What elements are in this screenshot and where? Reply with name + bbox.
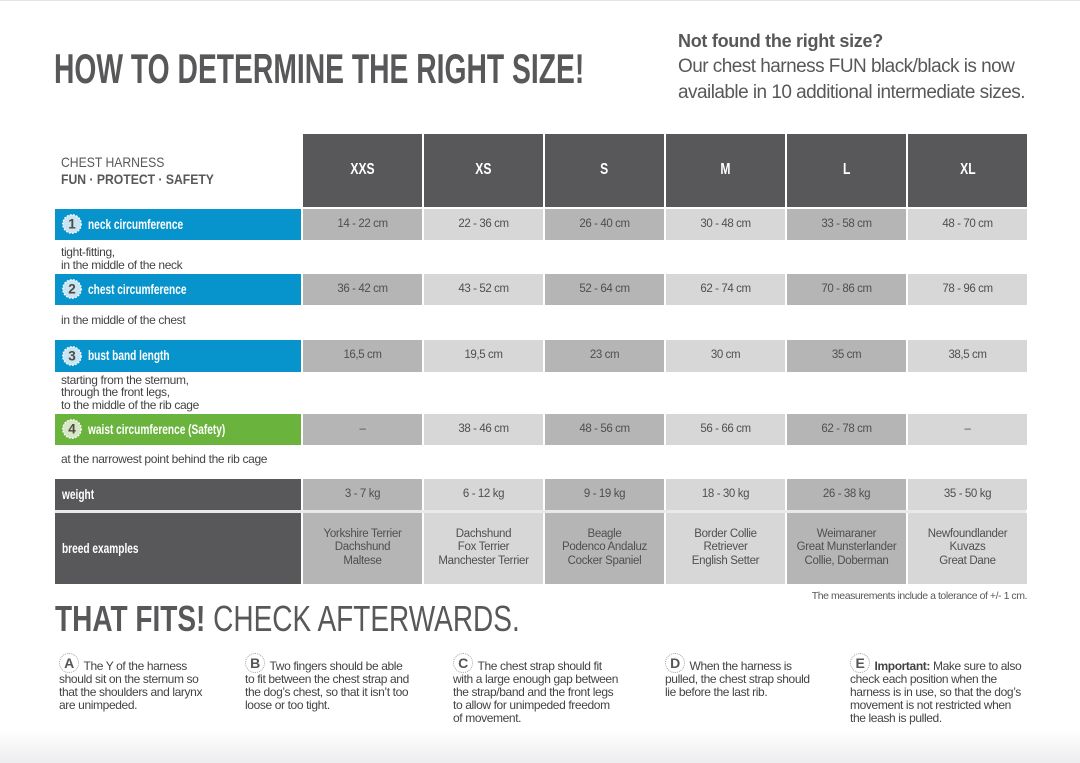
svg-text:1: 1 [68, 217, 76, 232]
svg-text:2: 2 [68, 282, 76, 297]
svg-text:3: 3 [68, 348, 76, 363]
svg-text:4: 4 [68, 422, 76, 437]
